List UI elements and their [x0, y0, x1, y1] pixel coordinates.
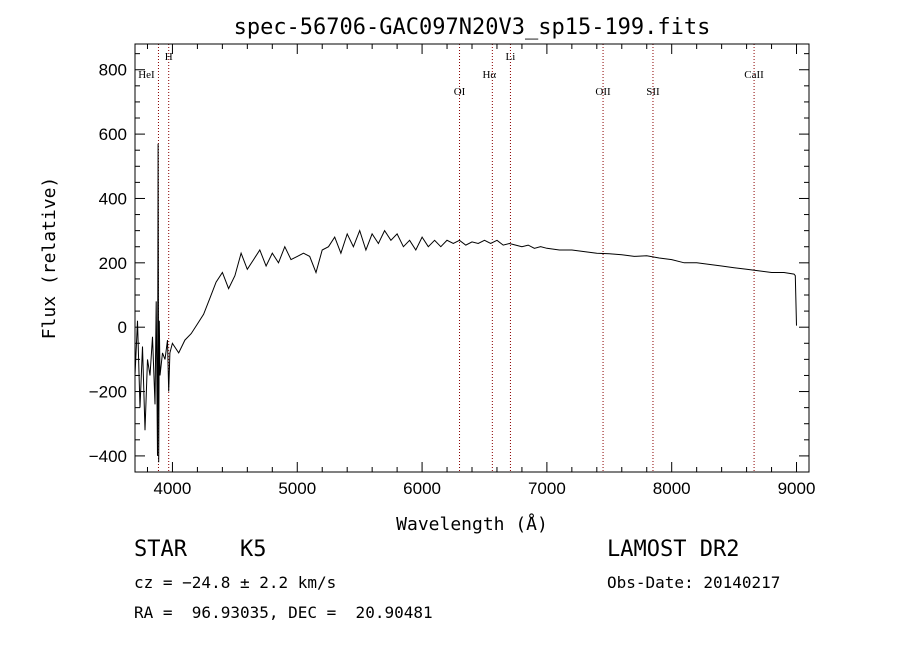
y-axis-ticks: −400 −200 0 200 400 600 800	[89, 53, 809, 466]
observation-date: Obs-Date: 20140217	[607, 573, 781, 592]
spectrum-line	[134, 143, 797, 463]
y-tick-label: −200	[89, 383, 127, 402]
plot-frame	[134, 43, 810, 473]
y-tick-label: 600	[99, 125, 127, 144]
x-tick-label: 9000	[778, 479, 816, 498]
y-tick-label: 0	[118, 318, 127, 337]
x-axis-ticks: 4000 5000 6000 7000 8000 9000	[146, 44, 816, 498]
line-marker-label: HeI	[138, 69, 155, 81]
line-marker-label: CaII	[744, 69, 764, 81]
line-marker-label: Li	[506, 51, 516, 63]
line-marker-label: Hα	[482, 69, 496, 81]
line-marker-label: H	[165, 51, 173, 63]
survey-name: LAMOST DR2	[607, 537, 740, 562]
x-tick-label: 8000	[653, 479, 691, 498]
star-classification: STAR K5	[134, 537, 267, 562]
x-tick-label: 7000	[528, 479, 566, 498]
y-tick-label: −400	[89, 447, 127, 466]
x-tick-label: 6000	[403, 479, 441, 498]
spectral-line-markers: HeI H OI Hα Li OII SII CaII	[138, 44, 764, 472]
x-tick-label: 5000	[278, 479, 316, 498]
line-marker-label: OI	[454, 86, 466, 98]
line-marker-label: SII	[646, 86, 660, 98]
x-tick-label: 4000	[154, 479, 192, 498]
y-tick-label: 200	[99, 254, 127, 273]
y-tick-label: 400	[99, 189, 127, 208]
redshift-velocity: cz = −24.8 ± 2.2 km/s	[134, 573, 337, 592]
coordinates: RA = 96.93035, DEC = 20.90481	[134, 603, 433, 622]
chart-title: spec-56706-GAC097N20V3_sp15-199.fits	[234, 15, 711, 40]
line-marker-label: OII	[595, 86, 611, 98]
x-axis-label: Wavelength (Å)	[396, 513, 548, 535]
y-tick-label: 800	[99, 61, 127, 80]
spectrum-series	[134, 143, 797, 463]
y-axis-label: Flux (relative)	[39, 177, 60, 340]
